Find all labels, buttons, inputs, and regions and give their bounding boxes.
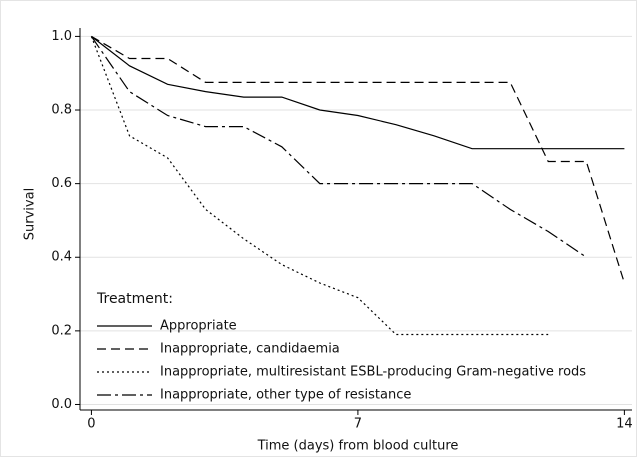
legend-title: Treatment: bbox=[96, 291, 173, 307]
y-tick-label: 0.2 bbox=[51, 323, 72, 338]
legend-label: Inappropriate, multiresistant ESBL-produ… bbox=[160, 365, 586, 380]
x-axis-label: Time (days) from blood culture bbox=[257, 439, 459, 454]
y-tick-label: 0.8 bbox=[51, 103, 72, 118]
legend-label: Inappropriate, other type of resistance bbox=[160, 388, 411, 403]
survival-line bbox=[90, 36, 587, 258]
y-tick-label: 1.0 bbox=[51, 29, 72, 44]
survival-line bbox=[91, 35, 625, 284]
x-tick-label: 14 bbox=[616, 417, 633, 432]
survival-line bbox=[90, 36, 549, 336]
legend-label: Appropriate bbox=[160, 319, 237, 334]
legend-label: Inappropriate, candidaemia bbox=[160, 342, 340, 357]
y-tick-label: 0.6 bbox=[51, 176, 72, 191]
x-tick-label: 7 bbox=[354, 417, 362, 432]
x-tick-label: 0 bbox=[87, 417, 95, 432]
survival-line bbox=[91, 35, 625, 150]
y-tick-label: 0.0 bbox=[51, 397, 72, 412]
y-axis-label: Survival bbox=[23, 188, 38, 240]
y-tick-label: 0.4 bbox=[51, 250, 72, 265]
